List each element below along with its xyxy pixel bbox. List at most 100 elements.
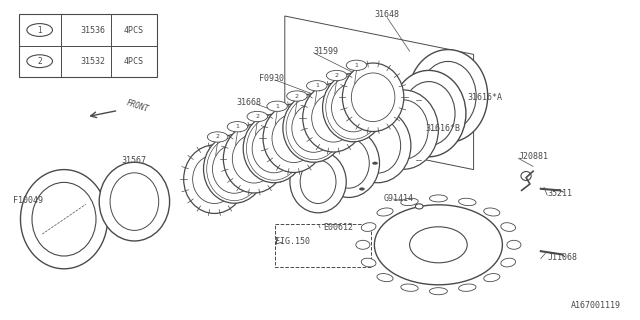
Text: 2: 2: [216, 134, 220, 140]
Text: FIG.150: FIG.150: [275, 237, 310, 246]
Ellipse shape: [501, 258, 516, 267]
Ellipse shape: [292, 104, 335, 152]
Circle shape: [287, 91, 307, 101]
Ellipse shape: [378, 100, 428, 159]
Ellipse shape: [110, 173, 159, 230]
Ellipse shape: [99, 162, 170, 241]
Text: 1: 1: [37, 26, 42, 35]
Text: F10049: F10049: [13, 196, 43, 204]
Circle shape: [360, 136, 365, 139]
Ellipse shape: [252, 124, 296, 173]
Ellipse shape: [223, 124, 285, 193]
Ellipse shape: [243, 114, 305, 183]
Ellipse shape: [20, 170, 108, 269]
Ellipse shape: [361, 223, 376, 231]
Text: 31616*A: 31616*A: [467, 93, 502, 102]
Ellipse shape: [300, 160, 336, 204]
Text: 2: 2: [335, 73, 339, 78]
Circle shape: [227, 122, 248, 132]
Text: FRONT: FRONT: [125, 98, 150, 114]
Text: F0930: F0930: [259, 74, 284, 83]
Ellipse shape: [420, 61, 476, 131]
Text: G91414: G91414: [384, 194, 414, 203]
Ellipse shape: [507, 240, 521, 249]
Ellipse shape: [377, 274, 393, 282]
Ellipse shape: [323, 73, 384, 142]
Bar: [19, 14, 157, 77]
Ellipse shape: [272, 114, 316, 163]
Text: 35211: 35211: [547, 189, 572, 198]
Text: E00612: E00612: [323, 223, 353, 232]
Ellipse shape: [32, 182, 96, 256]
Text: J20881: J20881: [518, 152, 548, 161]
Circle shape: [326, 70, 347, 81]
Circle shape: [307, 81, 327, 91]
Text: 2: 2: [295, 93, 299, 99]
Ellipse shape: [351, 73, 395, 122]
Circle shape: [333, 136, 339, 139]
Ellipse shape: [212, 145, 256, 193]
Ellipse shape: [303, 84, 364, 152]
Ellipse shape: [283, 94, 344, 162]
Ellipse shape: [326, 76, 381, 139]
Text: 31668: 31668: [237, 98, 262, 107]
Ellipse shape: [207, 137, 262, 201]
Ellipse shape: [484, 208, 500, 216]
Ellipse shape: [312, 93, 355, 142]
Ellipse shape: [318, 129, 380, 197]
Ellipse shape: [342, 63, 404, 132]
Ellipse shape: [368, 90, 438, 169]
Text: 1: 1: [355, 63, 358, 68]
Ellipse shape: [392, 70, 466, 157]
Ellipse shape: [484, 274, 500, 282]
Ellipse shape: [361, 258, 376, 267]
Ellipse shape: [355, 118, 401, 173]
Ellipse shape: [332, 83, 375, 132]
Text: 31599: 31599: [314, 47, 339, 56]
Text: 1: 1: [315, 83, 319, 88]
Text: 1: 1: [236, 124, 239, 129]
Ellipse shape: [263, 104, 324, 172]
Ellipse shape: [290, 151, 346, 213]
Text: 31532: 31532: [80, 57, 106, 66]
Ellipse shape: [246, 117, 301, 180]
Ellipse shape: [403, 82, 455, 146]
Ellipse shape: [410, 227, 467, 263]
Ellipse shape: [459, 198, 476, 206]
Text: 4PCS: 4PCS: [123, 26, 143, 35]
Ellipse shape: [429, 288, 447, 295]
Text: 4PCS: 4PCS: [123, 57, 143, 66]
Ellipse shape: [356, 240, 370, 249]
Ellipse shape: [401, 284, 418, 291]
Circle shape: [320, 162, 325, 164]
Text: 2: 2: [37, 57, 42, 66]
Text: J11068: J11068: [547, 253, 577, 262]
Text: 31616*B: 31616*B: [426, 124, 461, 132]
Text: 31536: 31536: [80, 26, 106, 35]
Text: 1: 1: [275, 104, 279, 109]
Circle shape: [247, 111, 268, 122]
Ellipse shape: [374, 205, 502, 285]
Text: 31648: 31648: [374, 10, 400, 19]
Ellipse shape: [401, 198, 418, 206]
Circle shape: [346, 60, 367, 70]
Ellipse shape: [459, 284, 476, 291]
Ellipse shape: [286, 96, 341, 160]
Ellipse shape: [328, 138, 369, 188]
Circle shape: [360, 188, 365, 190]
Ellipse shape: [429, 195, 447, 202]
Ellipse shape: [204, 135, 265, 203]
Text: A167001119: A167001119: [571, 301, 621, 310]
Ellipse shape: [344, 108, 411, 183]
Ellipse shape: [501, 223, 516, 231]
Ellipse shape: [184, 145, 245, 213]
Circle shape: [267, 101, 287, 111]
Ellipse shape: [232, 134, 276, 183]
Text: 2: 2: [255, 114, 259, 119]
Circle shape: [372, 162, 378, 164]
Ellipse shape: [377, 208, 393, 216]
Circle shape: [333, 188, 339, 190]
Ellipse shape: [415, 204, 423, 209]
Ellipse shape: [408, 50, 488, 142]
Text: 31567: 31567: [122, 156, 147, 164]
